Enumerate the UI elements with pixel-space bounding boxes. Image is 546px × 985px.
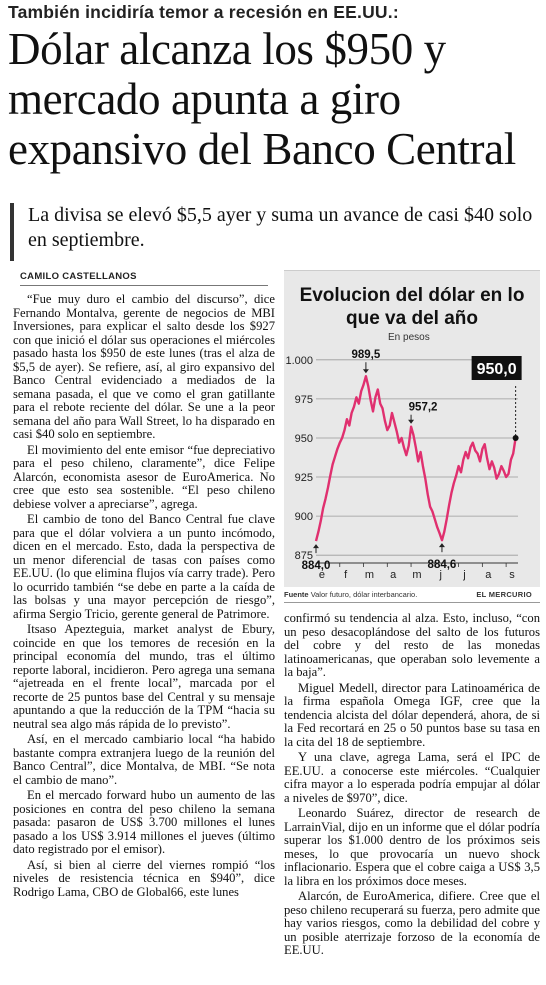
paragraph: Así, en el mercado cambiario local “ha h… bbox=[13, 732, 275, 787]
paragraph: Así, si bien al cierre del viernes rompi… bbox=[13, 857, 275, 899]
paragraph: Miguel Medell, director para Latinoaméri… bbox=[284, 680, 540, 749]
annotation-label: 989,5 bbox=[352, 349, 381, 361]
byline-rule bbox=[20, 285, 268, 286]
paragraph: Y una clave, agrega Lama, será el IPC de… bbox=[284, 750, 540, 805]
annotation-arrowhead bbox=[408, 419, 415, 424]
chart-unit-label: En pesos bbox=[388, 332, 430, 343]
y-tick-label: 875 bbox=[295, 550, 313, 562]
chart-source: Fuente Valor futuro, dólar interbancario… bbox=[284, 590, 540, 599]
paragraph: “Fue muy duro el cambio del discurso”, d… bbox=[13, 292, 275, 441]
x-tick-label: a bbox=[390, 569, 397, 581]
x-tick-label: f bbox=[344, 569, 348, 581]
body-column-right: confirmó su tendencia al alza. Esto, inc… bbox=[284, 611, 540, 960]
annotation-arrowhead bbox=[362, 369, 369, 374]
y-tick-label: 925 bbox=[295, 472, 313, 484]
headline: Dólar alcanza los $950 y mercado apunta … bbox=[8, 24, 516, 174]
annotation-label: 957,2 bbox=[409, 402, 438, 414]
y-tick-label: 900 bbox=[295, 511, 313, 523]
y-tick-label: 950 bbox=[295, 433, 313, 445]
chart-plot: 1.000 975 950 925 900 875 e f m a m j j a s 989,5 957,2… bbox=[285, 349, 522, 581]
x-tick-label: j bbox=[462, 569, 465, 581]
body-column-left: “Fue muy duro el cambio del discurso”, d… bbox=[13, 292, 275, 901]
highlight-dot bbox=[512, 434, 519, 441]
x-tick-label: m bbox=[365, 569, 374, 581]
x-tick-label: e bbox=[319, 569, 325, 581]
highlight-value: 950,0 bbox=[477, 361, 517, 378]
paragraph: El cambio de tono del Banco Central fue … bbox=[13, 512, 275, 621]
annotation-arrowhead bbox=[313, 544, 319, 549]
chart-source-text: Valor futuro, dólar interbancario. bbox=[310, 590, 418, 599]
annotation-label: 884,0 bbox=[302, 560, 331, 572]
annotation-label: 884,6 bbox=[428, 559, 457, 571]
paragraph: El movimiento del ente emisor “fue depre… bbox=[13, 442, 275, 511]
kicker: También incidiría temor a recesión en EE… bbox=[8, 2, 399, 22]
paragraph: Leonardo Suárez, director de research de… bbox=[284, 806, 540, 888]
paragraph: Alarcón, de EuroAmerica, difiere. Cree q… bbox=[284, 889, 540, 957]
series-line bbox=[314, 374, 517, 542]
chart-source-rule bbox=[284, 602, 540, 603]
chart-publisher: EL MERCURIO bbox=[476, 590, 532, 599]
x-tick-label: m bbox=[412, 569, 421, 581]
y-tick-label: 1.000 bbox=[285, 355, 313, 367]
paragraph: En el mercado forward hubo un aumento de… bbox=[13, 788, 275, 856]
paragraph: Itsaso Apezteguia, market analyst de Ebu… bbox=[13, 622, 275, 731]
byline: CAMILO CASTELLANOS bbox=[20, 271, 137, 282]
y-tick-label: 975 bbox=[295, 394, 313, 406]
annotation-arrowhead bbox=[438, 543, 445, 548]
deck: La divisa se elevó $5,5 ayer y suma un a… bbox=[10, 203, 546, 261]
paragraph: confirmó su tendencia al alza. Esto, inc… bbox=[284, 611, 540, 679]
x-tick-label: j bbox=[439, 569, 442, 581]
x-tick-label: s bbox=[509, 569, 515, 581]
chart-title: Evolucion del dólar en lo que va del año bbox=[299, 285, 525, 329]
chart-source-label: Fuente bbox=[284, 590, 309, 599]
highlight-box bbox=[471, 356, 522, 380]
x-tick-label: a bbox=[485, 569, 492, 581]
